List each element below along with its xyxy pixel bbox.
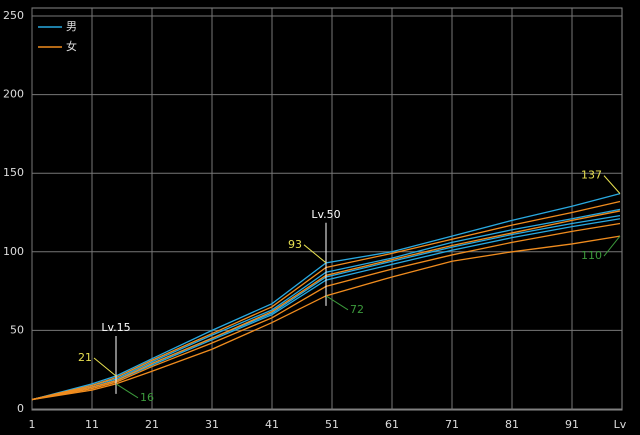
value-label: 72 — [350, 303, 364, 316]
value-label: 16 — [140, 391, 154, 404]
value-label: 93 — [288, 238, 302, 251]
x-axis-label: Lv — [614, 418, 627, 431]
value-label: 110 — [581, 249, 602, 262]
y-tick-label: 100 — [3, 245, 24, 258]
leader-line — [93, 357, 117, 377]
y-tick-label: 50 — [10, 323, 24, 336]
leader-line — [603, 235, 621, 257]
y-tick-label: 150 — [3, 166, 24, 179]
x-tick-label: 61 — [385, 418, 399, 431]
leader-line — [603, 175, 621, 194]
data-line — [31, 208, 621, 401]
data-line — [31, 235, 621, 401]
value-label: 137 — [581, 169, 602, 182]
data-line — [31, 193, 621, 401]
y-tick-label: 200 — [3, 88, 24, 101]
value-label: 21 — [78, 351, 92, 364]
x-tick-label: 51 — [325, 418, 339, 431]
marker-label: Lv.15 — [101, 321, 130, 334]
x-tick-label: 1 — [29, 418, 36, 431]
x-tick-label: 31 — [205, 418, 219, 431]
leader-line — [303, 244, 327, 264]
x-tick-label: 11 — [85, 418, 99, 431]
leader-line — [325, 295, 349, 311]
x-tick-label: 81 — [505, 418, 519, 431]
y-tick-label: 250 — [3, 9, 24, 22]
legend-label: 女 — [66, 39, 77, 53]
data-line — [31, 210, 621, 401]
x-tick-label: 91 — [565, 418, 579, 431]
y-tick-label: 0 — [17, 402, 24, 415]
x-tick-label: 41 — [265, 418, 279, 431]
x-tick-label: 21 — [145, 418, 159, 431]
x-tick-label: 71 — [445, 418, 459, 431]
marker-label: Lv.50 — [311, 208, 340, 221]
data-line — [31, 222, 621, 401]
data-line — [31, 200, 621, 401]
leader-line — [115, 383, 139, 399]
legend-label: 男 — [66, 20, 77, 33]
